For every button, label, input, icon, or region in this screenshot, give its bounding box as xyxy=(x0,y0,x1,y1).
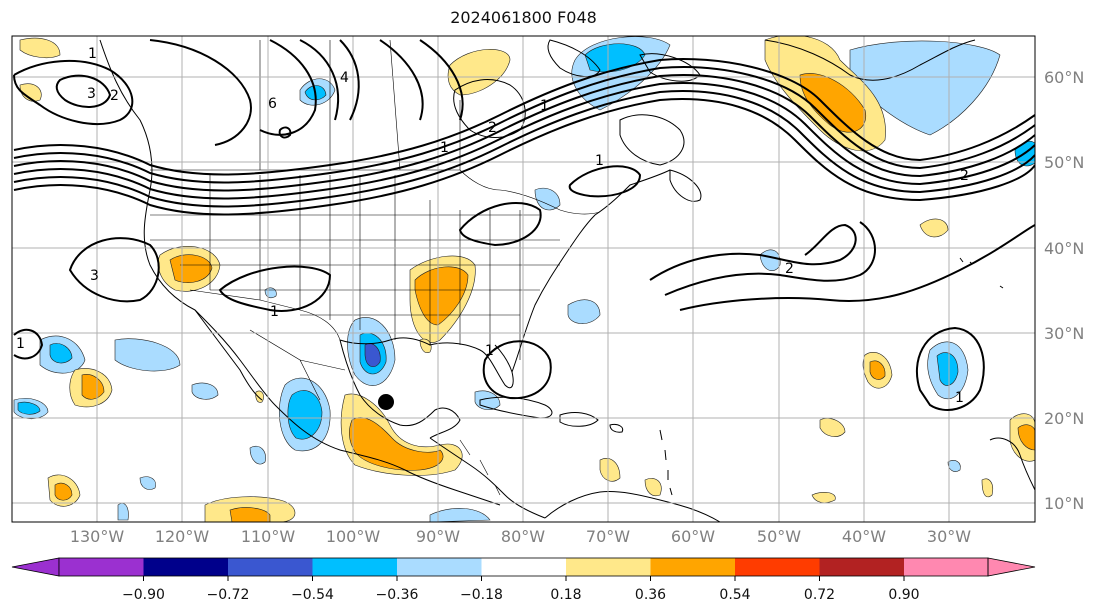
colorbar-tick-label: 0.54 xyxy=(719,587,751,603)
colorbar-tick-label: 0.18 xyxy=(550,587,582,603)
longitude-label: 100°W xyxy=(325,527,381,546)
colorbar-tick-label: −0.90 xyxy=(122,587,165,603)
colorbar-segment xyxy=(735,558,820,576)
map-title: 2024061800 F048 xyxy=(450,8,597,27)
colorbar-segment xyxy=(904,558,988,576)
contour-labels: 1 2 3 4 6 1 2 3 1 1 2 1 1 1 1 2 xyxy=(16,46,969,406)
colorbar-segment xyxy=(650,558,735,576)
longitude-label: 30°W xyxy=(926,527,972,546)
contour-label: 2 xyxy=(488,120,497,136)
longitude-label: 50°W xyxy=(756,527,802,546)
colorbar-tick-label: −0.54 xyxy=(291,587,334,603)
contour-label: 2 xyxy=(960,168,969,184)
map-frame xyxy=(11,35,1036,523)
contour-label: 3 xyxy=(87,86,96,102)
latitude-label: 20°N xyxy=(1044,409,1085,428)
colorbar-segment xyxy=(312,558,397,576)
colorbar-tick-label: −0.72 xyxy=(206,587,250,603)
colorbar-tick-label: −0.36 xyxy=(375,587,419,603)
colorbar-segment xyxy=(481,558,566,576)
storm-center-marker xyxy=(378,394,394,410)
contour-label: 1 xyxy=(955,390,964,406)
colorbar-tick-label: 0.36 xyxy=(634,587,667,603)
political-borders xyxy=(150,39,601,496)
colorbar-segment xyxy=(228,558,313,576)
longitude-label: 60°W xyxy=(670,527,716,546)
colorbar-segment xyxy=(566,558,651,576)
contour-label: 2 xyxy=(785,261,794,277)
contour-label: 1 xyxy=(270,304,279,320)
contour-label: 4 xyxy=(340,70,349,86)
contour-label: 1 xyxy=(595,153,604,169)
contour-label: 1 xyxy=(485,343,494,359)
contour-label: 1 xyxy=(88,46,97,62)
colorbar-tick-label: 0.72 xyxy=(803,587,836,603)
colorbar-segment xyxy=(819,558,904,576)
latitude-label: 60°N xyxy=(1044,68,1085,87)
latitude-label: 40°N xyxy=(1044,239,1085,258)
latitude-label: 10°N xyxy=(1044,494,1085,513)
contour-label: 1 xyxy=(16,336,25,352)
anomaly-shading xyxy=(13,36,1035,522)
colorbar-extend-min xyxy=(11,557,60,577)
contour-label: 1 xyxy=(440,140,449,156)
contour-label: 1 xyxy=(540,98,549,114)
colorbar-extend-max xyxy=(987,557,1036,577)
longitude-label: 110°W xyxy=(240,527,296,546)
colorbar-tick-label: −0.18 xyxy=(460,587,503,603)
latitude-label: 30°N xyxy=(1044,324,1085,343)
longitude-label: 90°W xyxy=(415,527,461,546)
contour-label: 3 xyxy=(90,268,99,284)
contour-lines xyxy=(13,39,1035,411)
colorbar xyxy=(11,557,1036,581)
colorbar-segment xyxy=(397,558,482,576)
colorbar-tick-label: 0.90 xyxy=(888,587,920,603)
latitude-label: 50°N xyxy=(1044,153,1085,172)
contour-label: 2 xyxy=(110,88,119,104)
longitude-label: 80°W xyxy=(500,527,546,546)
contour-label: 6 xyxy=(268,96,277,112)
longitude-label: 130°W xyxy=(69,527,125,546)
longitude-label: 120°W xyxy=(154,527,210,546)
colorbar-segment xyxy=(143,558,228,576)
colorbar-segment xyxy=(59,558,144,576)
longitude-label: 40°W xyxy=(841,527,887,546)
longitude-label: 70°W xyxy=(585,527,631,546)
